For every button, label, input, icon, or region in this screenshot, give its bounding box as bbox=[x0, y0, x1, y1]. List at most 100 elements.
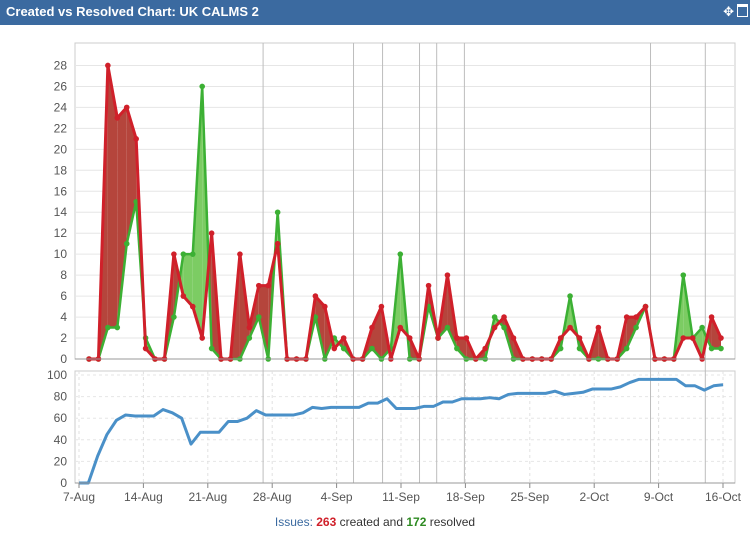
created-point[interactable] bbox=[369, 324, 375, 331]
created-point[interactable] bbox=[642, 303, 649, 310]
created-point[interactable] bbox=[567, 324, 573, 331]
resolved-point[interactable] bbox=[180, 251, 187, 257]
x-tick-label: 9-Oct bbox=[644, 490, 674, 504]
bottom-y-tick-label: 0 bbox=[60, 476, 67, 490]
created-point[interactable] bbox=[435, 335, 441, 341]
created-point[interactable] bbox=[576, 335, 583, 341]
created-point[interactable] bbox=[331, 345, 338, 352]
resolved-point[interactable] bbox=[633, 324, 639, 331]
resolved-point[interactable] bbox=[718, 345, 724, 352]
created-point[interactable] bbox=[680, 335, 687, 341]
resolved-point[interactable] bbox=[680, 272, 687, 278]
top-y-tick-label: 28 bbox=[54, 58, 68, 72]
chart-title: Created vs Resolved Chart: UK CALMS 2 bbox=[6, 4, 259, 19]
created-point[interactable] bbox=[708, 314, 715, 320]
unresolved-trend-line bbox=[79, 377, 724, 485]
created-point[interactable] bbox=[123, 104, 130, 111]
top-y-tick-label: 16 bbox=[54, 184, 68, 198]
created-point[interactable] bbox=[114, 115, 121, 121]
window-icon[interactable] bbox=[737, 4, 748, 17]
created-count: 263 bbox=[316, 515, 337, 529]
resolved-point[interactable] bbox=[699, 324, 705, 331]
created-point[interactable] bbox=[718, 335, 724, 341]
top-y-tick-label: 2 bbox=[60, 331, 67, 345]
created-point[interactable] bbox=[378, 303, 385, 310]
created-point[interactable] bbox=[463, 335, 470, 341]
resolved-point[interactable] bbox=[246, 335, 253, 341]
resolved-point[interactable] bbox=[189, 251, 196, 257]
resolved-point[interactable] bbox=[708, 345, 715, 352]
resolved-point[interactable] bbox=[557, 345, 564, 352]
top-y-tick-label: 26 bbox=[54, 79, 68, 93]
x-tick-label: 14-Aug bbox=[124, 490, 163, 504]
resolved-point[interactable] bbox=[123, 240, 130, 247]
top-y-tick-label: 6 bbox=[60, 289, 67, 303]
resolved-point[interactable] bbox=[274, 209, 281, 216]
created-point[interactable] bbox=[557, 335, 564, 341]
resolved-point[interactable] bbox=[312, 314, 319, 320]
created-point[interactable] bbox=[265, 282, 272, 289]
created-point[interactable] bbox=[255, 282, 262, 289]
resolved-point[interactable] bbox=[397, 251, 404, 257]
created-point[interactable] bbox=[501, 314, 507, 320]
created-point[interactable] bbox=[133, 136, 139, 142]
resolved-point[interactable] bbox=[623, 345, 630, 352]
x-tick-label: 7-Aug bbox=[63, 490, 95, 504]
resolved-text: resolved bbox=[429, 515, 476, 529]
resolved-point[interactable] bbox=[576, 345, 583, 352]
created-point[interactable] bbox=[425, 282, 432, 289]
created-point[interactable] bbox=[510, 335, 517, 341]
created-point[interactable] bbox=[633, 314, 639, 320]
x-tick-label: 18-Sep bbox=[446, 490, 485, 504]
resolved-point[interactable] bbox=[208, 345, 215, 352]
created-point[interactable] bbox=[199, 335, 205, 341]
created-point[interactable] bbox=[274, 240, 281, 247]
move-icon[interactable]: ✥ bbox=[723, 4, 734, 19]
resolved-point[interactable] bbox=[255, 314, 262, 320]
x-tick-label: 28-Aug bbox=[253, 490, 292, 504]
created-point[interactable] bbox=[444, 272, 451, 278]
resolved-point[interactable] bbox=[340, 345, 347, 352]
created-point[interactable] bbox=[246, 324, 253, 331]
difference-area bbox=[183, 254, 193, 307]
created-point[interactable] bbox=[340, 335, 347, 341]
x-tick-label: 21-Aug bbox=[188, 490, 227, 504]
resolved-point[interactable] bbox=[114, 324, 121, 331]
created-point[interactable] bbox=[322, 303, 328, 310]
resolved-point[interactable] bbox=[454, 345, 460, 352]
created-point[interactable] bbox=[105, 62, 111, 69]
difference-area bbox=[258, 285, 269, 359]
resolved-point[interactable] bbox=[501, 324, 507, 331]
created-point[interactable] bbox=[406, 335, 413, 341]
created-point[interactable] bbox=[142, 345, 149, 352]
created-point[interactable] bbox=[208, 230, 215, 237]
created-point[interactable] bbox=[312, 293, 319, 299]
created-point[interactable] bbox=[491, 324, 498, 331]
created-point[interactable] bbox=[397, 324, 404, 331]
resolved-point[interactable] bbox=[369, 345, 375, 352]
created-point[interactable] bbox=[171, 251, 177, 257]
created-point[interactable] bbox=[595, 324, 602, 331]
created-point[interactable] bbox=[482, 345, 488, 352]
created-point[interactable] bbox=[189, 303, 196, 310]
top-y-tick-label: 20 bbox=[54, 142, 68, 156]
top-y-tick-label: 10 bbox=[54, 247, 68, 261]
created-text: created and bbox=[339, 515, 404, 529]
x-tick-label: 4-Sep bbox=[321, 490, 353, 504]
resolved-point[interactable] bbox=[444, 324, 451, 331]
created-point[interactable] bbox=[454, 335, 460, 341]
top-y-tick-label: 18 bbox=[54, 163, 68, 177]
resolved-point[interactable] bbox=[171, 314, 177, 320]
resolved-point[interactable] bbox=[105, 324, 111, 331]
resolved-point[interactable] bbox=[199, 83, 205, 90]
bottom-y-tick-label: 60 bbox=[54, 411, 68, 425]
top-y-tick-label: 14 bbox=[54, 205, 68, 219]
created-point[interactable] bbox=[689, 335, 696, 341]
created-point[interactable] bbox=[623, 314, 630, 320]
resolved-point[interactable] bbox=[491, 314, 498, 320]
difference-area bbox=[107, 65, 118, 328]
created-point[interactable] bbox=[180, 293, 187, 299]
created-point[interactable] bbox=[237, 251, 243, 257]
resolved-point[interactable] bbox=[567, 293, 573, 299]
top-y-tick-label: 24 bbox=[54, 100, 68, 114]
